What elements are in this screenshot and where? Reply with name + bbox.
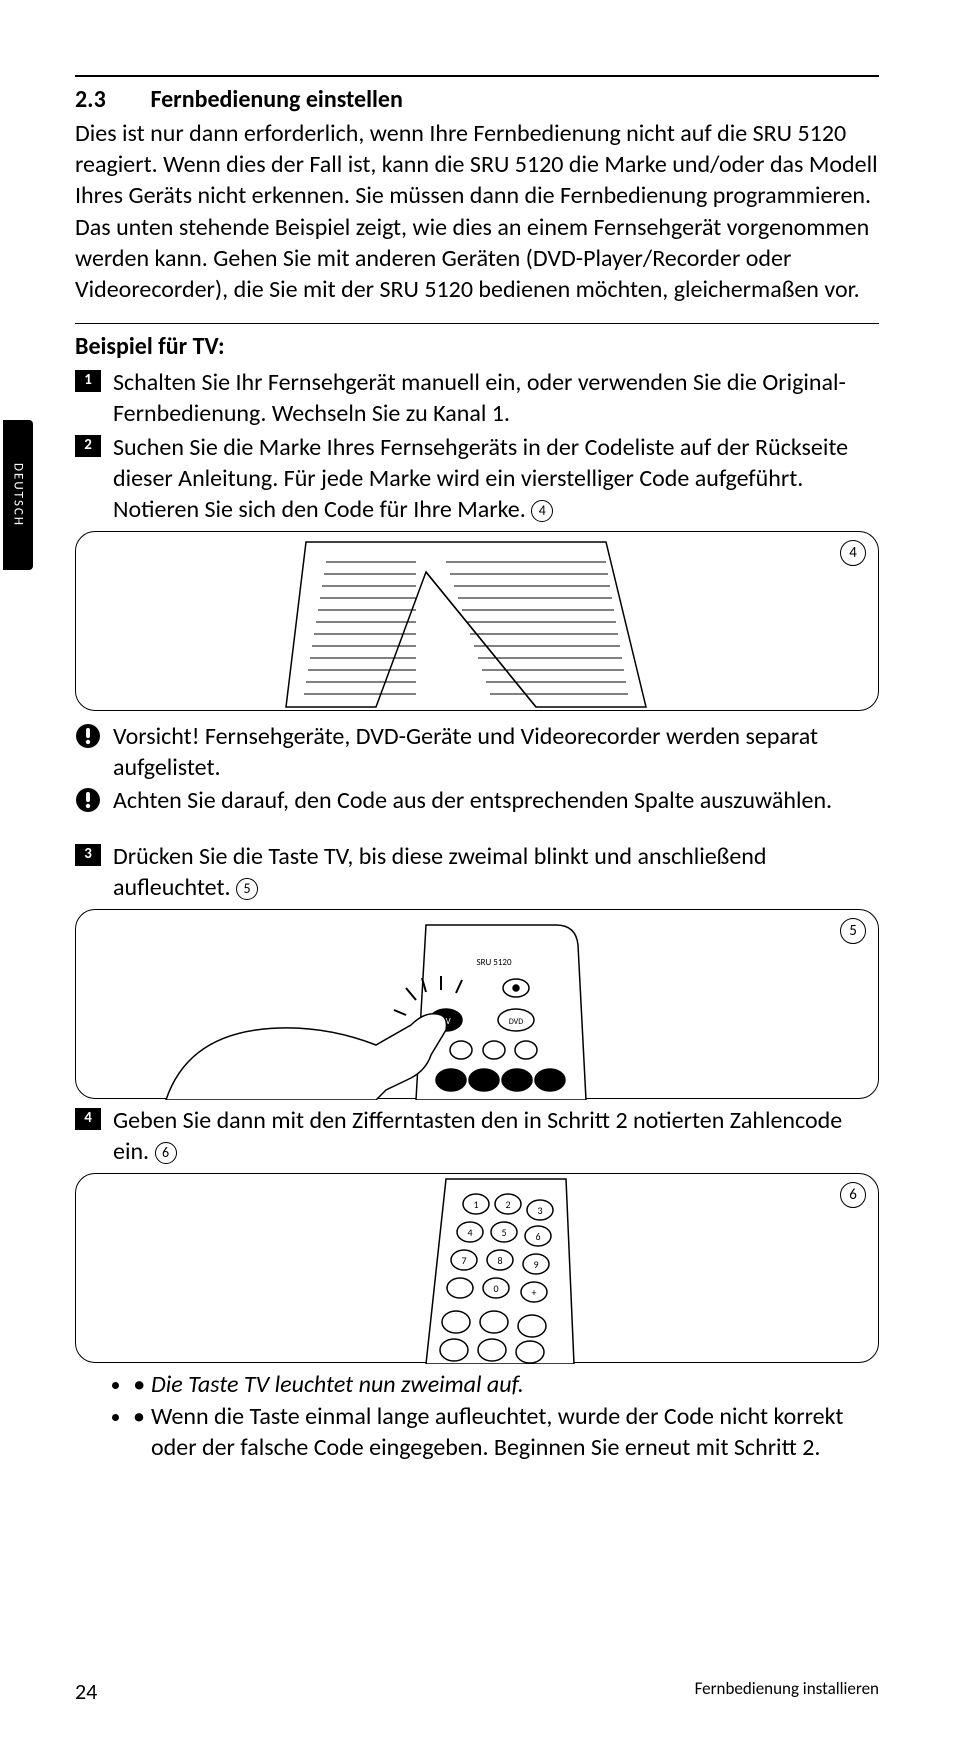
svg-text:4: 4 (467, 1226, 472, 1239)
steps-list-2: 3 Drücken Sie die Taste TV, bis diese zw… (75, 841, 879, 903)
caution-icon (75, 787, 101, 813)
step-4-text: Geben Sie dann mit den Zifferntasten den… (113, 1106, 842, 1166)
svg-text:+: + (532, 1286, 537, 1299)
section-number: 2.3 (75, 85, 145, 114)
example-heading: Beispiel für TV: (75, 332, 879, 361)
svg-text:9: 9 (533, 1258, 538, 1271)
caution-2-text: Achten Sie darauf, den Code aus der ents… (113, 786, 832, 815)
result-bullets: Die Taste TV leuchtet nun zweimal auf. W… (75, 1369, 879, 1463)
step-3: 3 Drücken Sie die Taste TV, bis diese zw… (75, 841, 879, 903)
bullet-2: Wenn die Taste einmal lange aufleuchtet,… (133, 1401, 879, 1463)
caution-1: Vorsicht! Fernsehgeräte, DVD-Geräte und … (75, 721, 879, 783)
page-content: 2.3 Fernbedienung einstellen Dies ist nu… (0, 0, 954, 1493)
svg-text:0: 0 (493, 1282, 498, 1295)
svg-text:5: 5 (501, 1226, 506, 1239)
svg-text:1: 1 (473, 1198, 478, 1211)
steps-list-3: 4 Geben Sie dann mit den Zifferntasten d… (75, 1105, 879, 1167)
page-number: 24 (75, 1678, 97, 1705)
steps-list: 1 Schalten Sie Ihr Fernsehgerät manuell … (75, 367, 879, 525)
step-2-text-a: Suchen Sie die Marke Ihres Fernsehgeräts… (113, 433, 848, 493)
bullet-1: Die Taste TV leuchtet nun zweimal auf. (133, 1369, 879, 1400)
footer-section-title: Fernbedienung installieren (695, 1678, 879, 1705)
step-1-text: Schalten Sie Ihr Fernsehgerät manuell ei… (113, 368, 846, 428)
step-4: 4 Geben Sie dann mit den Zifferntasten d… (75, 1105, 879, 1167)
mid-rule (75, 323, 879, 324)
step-1: 1 Schalten Sie Ihr Fernsehgerät manuell … (75, 367, 879, 429)
svg-text:6: 6 (535, 1230, 540, 1243)
step-number-badge: 4 (75, 1108, 101, 1130)
figure-6: 6 1 2 3 4 5 6 7 8 9 0 + (75, 1173, 879, 1363)
figure-5-illustration: SRU 5120 TV DVD (76, 910, 876, 1100)
figure-6-illustration: 1 2 3 4 5 6 7 8 9 0 + (76, 1174, 876, 1364)
figure-4: 4 (75, 531, 879, 711)
ref-5-inline: 5 (236, 878, 258, 900)
caution-icon (75, 723, 101, 749)
svg-text:2: 2 (505, 1198, 510, 1211)
intro-paragraph: Dies ist nur dann erforderlich, wenn Ihr… (75, 118, 879, 305)
caution-1-text: Vorsicht! Fernsehgeräte, DVD-Geräte und … (113, 722, 818, 782)
step-2-text-b: Notieren Sie sich den Code für Ihre Mark… (113, 495, 526, 524)
svg-text:SRU 5120: SRU 5120 (476, 957, 512, 968)
section-heading: 2.3 Fernbedienung einstellen (75, 85, 879, 114)
step-3-text: Drücken Sie die Taste TV, bis diese zwei… (113, 842, 766, 902)
step-2: 2 Suchen Sie die Marke Ihres Fernsehgerä… (75, 432, 879, 526)
page-footer: 24 Fernbedienung installieren (75, 1678, 879, 1705)
figure-4-illustration (76, 532, 876, 712)
svg-text:7: 7 (461, 1254, 466, 1267)
step-number-badge: 2 (75, 435, 101, 457)
step-number-badge: 1 (75, 370, 101, 392)
caution-2: Achten Sie darauf, den Code aus der ents… (75, 785, 879, 816)
ref-4-inline: 4 (531, 500, 553, 522)
ref-6-inline: 6 (155, 1142, 177, 1164)
svg-text:3: 3 (537, 1204, 542, 1217)
svg-text:8: 8 (497, 1254, 502, 1267)
svg-text:DVD: DVD (509, 1017, 523, 1027)
figure-5: 5 SRU 5120 TV DVD (75, 909, 879, 1099)
section-title: Fernbedienung einstellen (150, 85, 402, 114)
step-number-badge: 3 (75, 844, 101, 866)
top-rule (75, 75, 879, 77)
